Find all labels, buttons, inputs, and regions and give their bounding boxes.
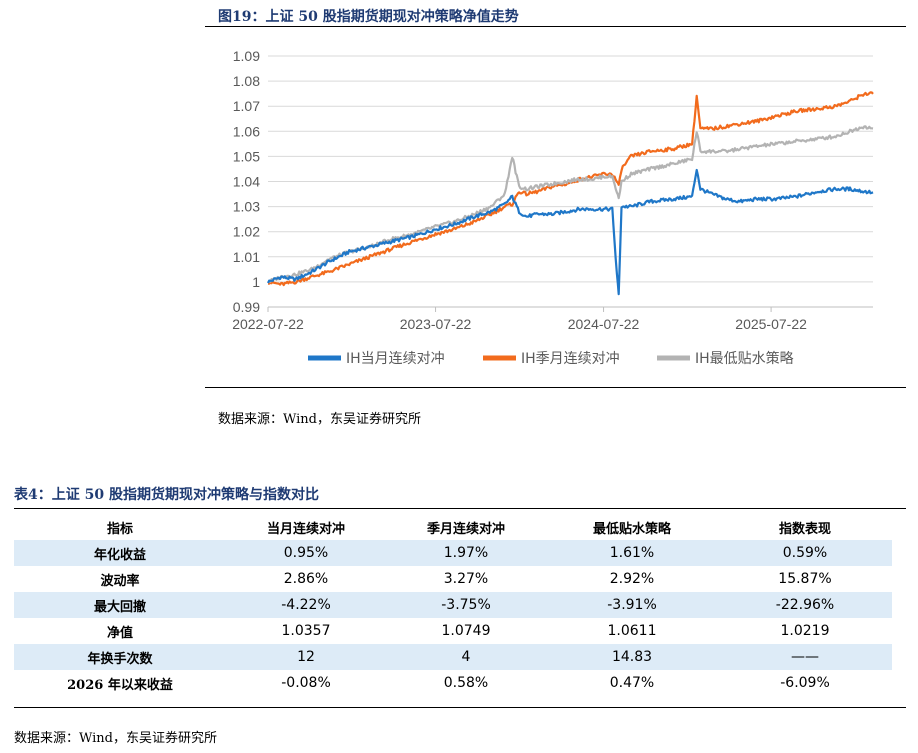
y-tick-label: 1 [252, 274, 260, 290]
chart-series-lines [267, 91, 874, 296]
table-header-row: 指标 当月连续对冲 季月连续对冲 最低贴水策略 指数表现 [14, 514, 892, 540]
table-title: 表4：上证 50 股指期货期现对冲策略与指数对比 [14, 487, 319, 503]
x-axis-ticks: 2022-07-22 2023-07-22 2024-07-22 2025-07-22 [232, 306, 873, 332]
figure-title: 图19：上证 50 股指期货期现对冲策略净值走势 [218, 9, 519, 25]
row-label: 净值 [106, 625, 133, 641]
y-tick-label: 1.09 [233, 48, 260, 64]
legend-label: IH最低贴水策略 [695, 350, 794, 367]
table-cell: -6.09% [780, 675, 830, 691]
chart-legend: IH当月连续对冲 IH季月连续对冲 IH最低贴水策略 [308, 350, 794, 367]
row-label: 最大回撤 [14, 592, 226, 618]
table-cell: 4 [386, 644, 546, 670]
x-tick-label: 2025-07-22 [735, 316, 807, 332]
table-cell: 1.97% [386, 540, 546, 566]
table-title-rule [14, 508, 906, 509]
net-value-line-chart: 0.99 1 1.01 1.02 1.03 1.04 1.05 1.06 1.07 1.08 1.0… [232, 48, 874, 367]
y-tick-label: 1.07 [233, 98, 260, 114]
y-tick-label: 1.02 [233, 224, 260, 240]
table-source-note: 数据来源：Wind，东吴证券研究所 [14, 731, 217, 746]
table-cell: —— [718, 644, 892, 670]
x-tick-label: 2022-07-22 [232, 316, 304, 332]
header-quarter-month: 季月连续对冲 [426, 521, 505, 537]
table-cell: -4.22% [226, 592, 386, 618]
header-min-discount: 最低贴水策略 [592, 521, 671, 537]
table-cell: 0.47% [609, 675, 655, 691]
table-cell: 1.0749 [441, 623, 491, 639]
table-cell: 2.86% [283, 571, 329, 587]
table-row: 2026 年以来收益 -0.08% 0.58% 0.47% -6.09% [14, 670, 892, 696]
y-tick-label: 1.08 [233, 73, 260, 89]
table-cell: 3.27% [443, 571, 489, 587]
table-row: 净值 1.0357 1.0749 1.0611 1.0219 [14, 618, 892, 644]
y-tick-label: 1.01 [233, 249, 260, 265]
strategy-comparison-table: 指标 当月连续对冲 季月连续对冲 最低贴水策略 指数表现 年化收益 0.95% … [14, 514, 892, 696]
figure-bottom-rule [205, 387, 906, 388]
table-row: 最大回撤 -4.22% -3.75% -3.91% -22.96% [14, 592, 892, 618]
y-axis-ticks: 0.99 1 1.01 1.02 1.03 1.04 1.05 1.06 1.07 1.08 1.0… [233, 48, 260, 315]
series-line-0 [267, 168, 874, 296]
legend-label: IH季月连续对冲 [521, 350, 620, 367]
y-tick-label: 1.05 [233, 148, 260, 164]
table-bottom-rule [14, 707, 906, 708]
table-cell: 12 [226, 644, 386, 670]
table-cell: -0.08% [281, 675, 331, 691]
table-cell: 1.61% [546, 540, 718, 566]
legend-label: IH当月连续对冲 [346, 350, 445, 367]
table-cell: 1.0611 [607, 623, 657, 639]
table-cell: 0.95% [226, 540, 386, 566]
y-tick-label: 0.99 [233, 299, 260, 315]
header-metric: 指标 [106, 521, 133, 537]
row-label: 年化收益 [14, 540, 226, 566]
table-cell: 0.58% [443, 675, 489, 691]
table-cell: 14.83 [546, 644, 718, 670]
table-cell: -3.91% [546, 592, 718, 618]
row-label: 2026 年以来收益 [67, 677, 173, 693]
figure-source-note: 数据来源：Wind，东吴证券研究所 [218, 412, 421, 427]
y-tick-label: 1.06 [233, 123, 260, 139]
table-row: 波动率 2.86% 3.27% 2.92% 15.87% [14, 566, 892, 592]
y-tick-label: 1.03 [233, 199, 260, 215]
row-label: 波动率 [100, 573, 140, 589]
table-row: 年化收益 0.95% 1.97% 1.61% 0.59% [14, 540, 892, 566]
table-row: 年换手次数 12 4 14.83 —— [14, 644, 892, 670]
table-cell: 2.92% [609, 571, 655, 587]
series-line-1 [268, 91, 874, 287]
table-cell: 15.87% [778, 571, 832, 587]
table-cell: 1.0357 [281, 623, 331, 639]
x-tick-label: 2024-07-22 [568, 316, 640, 332]
row-label: 年换手次数 [14, 644, 226, 670]
figure-title-rule [205, 26, 906, 27]
table-cell: 0.59% [718, 540, 892, 566]
table-cell: -3.75% [386, 592, 546, 618]
series-line-2 [267, 125, 874, 284]
header-front-month: 当月连续对冲 [266, 521, 345, 537]
header-index: 指数表现 [778, 521, 831, 537]
y-tick-label: 1.04 [233, 174, 260, 190]
table-cell: 1.0219 [780, 623, 830, 639]
x-tick-label: 2023-07-22 [400, 316, 472, 332]
table-cell: -22.96% [718, 592, 892, 618]
